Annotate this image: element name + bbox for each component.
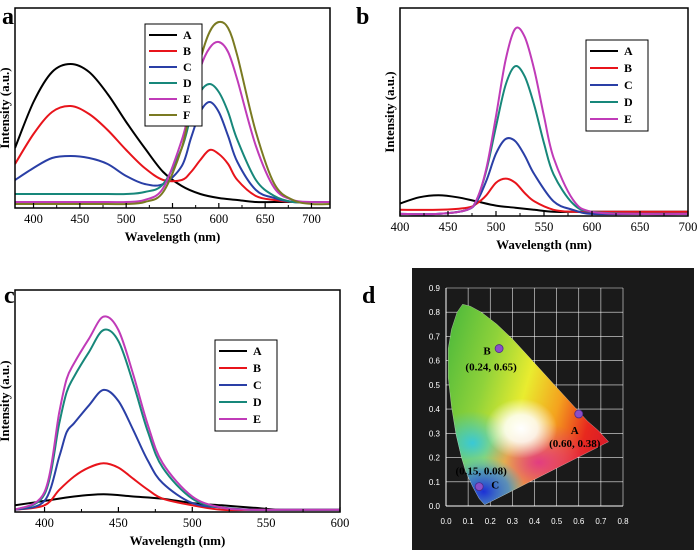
- cie-xtick-label: 0.2: [485, 517, 497, 526]
- chart-b-xtick-label: 500: [487, 220, 506, 234]
- cie-xtick-label: 0.8: [617, 517, 629, 526]
- chart-a-ylabel: Intensity (a.u.): [0, 67, 12, 148]
- panel-letter-d: d: [362, 283, 376, 309]
- chart-c-xlabel: Wavelength (nm): [130, 533, 226, 548]
- chart-b-xtick-label: 550: [535, 220, 554, 234]
- chart-a: 400 450 500 550 600 650 700 Wavelength (nm) Inte…: [0, 7, 331, 244]
- cie-ytick-label: 0.6: [429, 357, 441, 366]
- chart-c-xtick-label: 550: [257, 516, 276, 530]
- chart-b-legend-label-d: D: [624, 95, 633, 109]
- cie-xtick-label: 0.4: [529, 517, 541, 526]
- cie-point-coord-b: (0.24, 0.65): [465, 362, 517, 374]
- chart-a-xtick-label: 450: [70, 212, 89, 226]
- chart-b: 400 450 500 550 600 650 700 Wavelength (nm) Inte…: [382, 7, 698, 252]
- chart-c-ylabel: Intensity (a.u.): [0, 360, 12, 441]
- chart-b-legend-label-a: A: [624, 44, 633, 58]
- chart-b-legend-label-e: E: [624, 112, 632, 126]
- chart-b-xtick-label: 450: [439, 220, 458, 234]
- chart-a-legend-label-c: C: [183, 60, 192, 74]
- cie-point-coord-c: (0.15, 0.08): [456, 466, 508, 478]
- chart-b-xtick-label: 400: [391, 220, 410, 234]
- cie-point-a: [574, 409, 584, 419]
- chart-c-series-group: [15, 315, 340, 512]
- cie-ytick-label: 0.3: [429, 429, 441, 438]
- chart-b-series-e-line: [400, 26, 688, 216]
- chart-a-xtick-label: 600: [209, 212, 228, 226]
- cie-ytick-label: 0.2: [429, 454, 441, 463]
- chart-c-xtick-label: 400: [35, 516, 54, 530]
- cie-locus-outline: [447, 303, 610, 506]
- chart-a-series-b-line: [15, 104, 330, 204]
- cie-ytick-label: 0.5: [429, 381, 441, 390]
- chart-c-legend-label-e: E: [253, 412, 261, 426]
- cie-xtick-label: 0.6: [573, 517, 585, 526]
- chart-d: 0.0 0.1 0.2 0.3 0.4 0.5 0.6 0.7 0.8 0.0 0.1 0.2 0.3 0…: [412, 268, 694, 550]
- chart-c-legend-label-d: D: [253, 395, 262, 409]
- cie-point-c: [474, 482, 484, 492]
- cie-xtick-label: 0.5: [551, 517, 563, 526]
- cie-point-label-a: A: [571, 425, 579, 437]
- chart-b-xtick-label: 650: [631, 220, 650, 234]
- chart-b-legend-label-b: B: [624, 61, 632, 75]
- chart-a-legend-label-b: B: [183, 44, 191, 58]
- chart-a-legend-box: [144, 23, 203, 127]
- cie-ytick-label: 0.9: [429, 284, 441, 293]
- chart-b-ylabel: Intensity (a.u.): [382, 71, 397, 152]
- cie-white-point: [485, 398, 558, 459]
- panel-letter-b: b: [356, 4, 369, 30]
- chart-a-xtick-label: 700: [302, 212, 321, 226]
- chart-c-legend-label-a: A: [253, 344, 262, 358]
- chart-c-xtick-label: 600: [331, 516, 350, 530]
- cie-point-label-b: B: [483, 346, 491, 358]
- chart-c-series-c-line: [15, 388, 340, 511]
- chart-a-series-c-line: [15, 101, 330, 204]
- chart-b-legend-label-c: C: [624, 78, 633, 92]
- chart-c-xtick-label: 450: [109, 516, 128, 530]
- chart-a-legend-label-f: F: [183, 108, 190, 122]
- chart-b-xlabel: Wavelength (nm): [496, 237, 592, 252]
- chart-a-series-a-line: [15, 63, 330, 204]
- cie-xtick-label: 0.1: [463, 517, 475, 526]
- chart-a-xlabel: Wavelength (nm): [125, 229, 221, 244]
- chart-a-xtick-label: 500: [117, 212, 136, 226]
- chart-b-series-group: [400, 26, 688, 216]
- cie-xtick-label: 0.7: [595, 517, 607, 526]
- cie-ytick-label: 0.8: [429, 308, 441, 317]
- chart-c-frame: [14, 289, 341, 513]
- cie-ytick-label: 0.0: [429, 502, 441, 511]
- chart-a-legend-label-a: A: [183, 28, 192, 42]
- chart-b-series-c-line: [400, 137, 688, 216]
- chart-b-xtick-label: 600: [583, 220, 602, 234]
- panel-letter-a: a: [2, 4, 14, 30]
- cie-xtick-label: 0.3: [507, 517, 519, 526]
- chart-c-series-e-line: [15, 315, 340, 511]
- chart-c-legend-label-b: B: [253, 361, 261, 375]
- chart-b-xtick-label: 700: [679, 220, 698, 234]
- cie-xtick-label: 0.0: [440, 517, 452, 526]
- chart-a-legend-label-d: D: [183, 76, 192, 90]
- chart-c-xtick-label: 500: [183, 516, 202, 530]
- chart-c: 400 450 500 550 600 Wavelength (nm) Intensity …: [0, 289, 350, 548]
- cie-ytick-label: 0.1: [429, 478, 441, 487]
- chart-a-xtick-label: 650: [256, 212, 275, 226]
- cie-point-coord-a: (0.60, 0.38): [549, 438, 601, 450]
- chart-c-legend-label-c: C: [253, 378, 262, 392]
- cie-ytick-label: 0.4: [429, 405, 441, 414]
- chart-a-xtick-label: 550: [163, 212, 182, 226]
- cie-point-b: [494, 344, 504, 353]
- chart-a-xtick-label: 400: [24, 212, 43, 226]
- cie-point-label-c: C: [491, 480, 499, 492]
- panel-letter-c: c: [4, 283, 15, 309]
- cie-ytick-label: 0.7: [429, 332, 441, 341]
- chart-a-legend-label-e: E: [183, 92, 191, 106]
